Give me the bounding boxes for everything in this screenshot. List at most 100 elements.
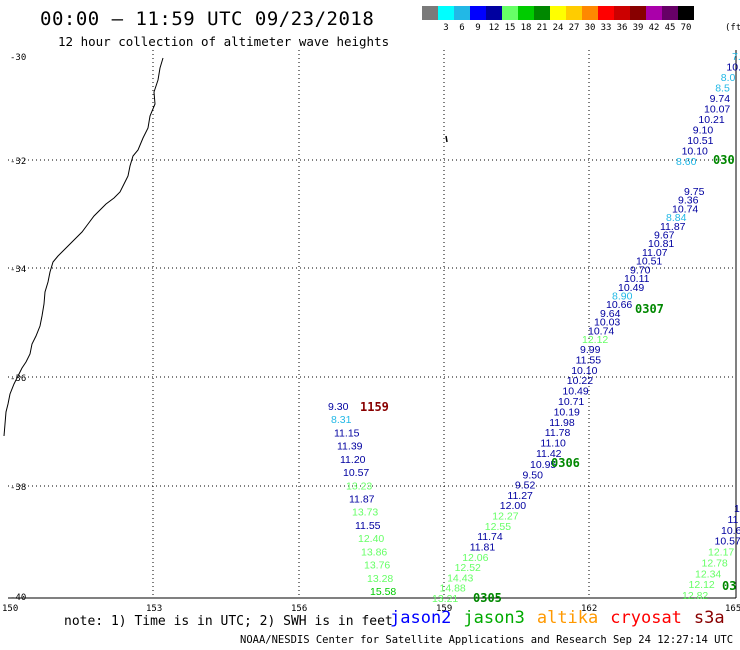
scale-swatch — [550, 6, 566, 20]
wave-height-label: 12.52 — [455, 562, 481, 574]
scale-label: 15 — [504, 23, 516, 33]
wave-height-label: 13.21 — [432, 593, 458, 605]
scale-swatch — [422, 6, 438, 20]
wave-height-label: 11.20 — [340, 454, 366, 466]
satellite-legend-item: altika — [536, 608, 599, 628]
wave-height-label: 9.50 — [523, 469, 544, 481]
track-time-label: 0307 — [635, 302, 664, 316]
lat-label: -36 — [10, 374, 26, 384]
wave-height-label: 10.74 — [672, 203, 698, 215]
wave-height-label: 10.51 — [687, 135, 713, 147]
lat-label: -34 — [10, 265, 26, 275]
scale-label: 9 — [475, 23, 481, 33]
lat-label: -40 — [10, 593, 26, 603]
wave-height-label: 10.57 — [715, 536, 740, 548]
wave-height-label: 10.21 — [698, 114, 724, 126]
wave-height-label: 12.82 — [682, 590, 708, 602]
satellite-tracks: 9.308.3111.1511.3911.2010.5713.2311.8713… — [328, 51, 740, 605]
wave-height-label: 10.57 — [343, 467, 369, 479]
wave-height-label: 9.99 — [580, 344, 601, 356]
scale-label: 27 — [568, 23, 580, 33]
scale-swatch — [646, 6, 662, 20]
scale-label: 70 — [680, 23, 692, 33]
wave-height-label: 10.49 — [562, 386, 588, 398]
wave-height-label: 10.03 — [594, 317, 620, 329]
wave-height-label: 8.0 — [721, 72, 736, 84]
wave-height-label: 7.8 — [732, 51, 740, 63]
wave-height-label: 9.74 — [710, 93, 731, 105]
wave-height-label: 10.71 — [558, 396, 584, 408]
wave-height-label: 11.78 — [545, 427, 571, 439]
wave-height-label: 9.64 — [600, 308, 621, 320]
wave-height-label: 11.81 — [470, 542, 496, 554]
scale-swatch — [566, 6, 582, 20]
scale-label: 3 — [443, 23, 449, 33]
wave-height-label: 12.55 — [485, 521, 511, 533]
wave-height-label: 10.66 — [606, 299, 632, 311]
wave-height-label: 12.34 — [695, 568, 721, 580]
wave-height-label: 10.74 — [588, 325, 614, 337]
page-subtitle: 12 hour collection of altimeter wave hei… — [58, 34, 390, 49]
wave-height-label: 13.73 — [352, 507, 378, 519]
scale-label — [422, 23, 438, 33]
lat-label: -38 — [10, 483, 26, 493]
page-title: 00:00 – 11:59 UTC 09/23/2018 — [40, 8, 375, 30]
scale-swatch — [678, 6, 694, 20]
lon-label: 150 — [2, 604, 18, 614]
scale-label: 36 — [616, 23, 628, 33]
wave-height-label: 12.12 — [689, 579, 715, 591]
lon-label: 156 — [291, 604, 307, 614]
wave-height-label: 10.81 — [648, 238, 674, 250]
wave-height-label: 11.55 — [355, 520, 381, 532]
scale-label: 18 — [520, 23, 532, 33]
wave-height-label: 9.10 — [693, 125, 714, 137]
wave-height-label: 11 — [728, 514, 739, 526]
wave-height-label: 8.60 — [676, 156, 697, 168]
satellite-legend-item: cryosat — [610, 608, 682, 628]
wave-height-label: 12.78 — [702, 557, 728, 569]
scale-swatch — [614, 6, 630, 20]
wave-height-label: 9.67 — [654, 230, 675, 242]
wave-height-label: 13.28 — [367, 573, 393, 585]
wave-height-label: 9.70 — [630, 264, 651, 276]
wave-height-label: 11.55 — [576, 354, 602, 366]
scale-label: 45 — [664, 23, 676, 33]
color-scale-labels: 3 6 9 12 15 18 21 24 27 30 33 36 39 42 45 70 — [422, 23, 694, 33]
wave-height-label: 12.12 — [582, 334, 608, 346]
wave-height-label: 10.19 — [554, 406, 580, 418]
scale-label: 24 — [552, 23, 564, 33]
wave-height-label: 13.76 — [364, 560, 390, 572]
wave-height-label: 11.98 — [549, 417, 575, 429]
lon-label: 153 — [146, 604, 162, 614]
wave-height-label: 10.10 — [571, 365, 597, 377]
wave-height-label: 11.27 — [507, 490, 533, 502]
scale-swatch — [582, 6, 598, 20]
track-time-label: 1159 — [360, 400, 389, 414]
scale-swatch — [630, 6, 646, 20]
wave-height-label: 10.95 — [530, 459, 556, 471]
wave-height-label: 11.10 — [540, 438, 566, 450]
lat-label: -32 — [10, 157, 26, 167]
wave-height-label: 9.52 — [515, 480, 536, 492]
wave-height-label: 10 — [734, 503, 740, 515]
wave-height-label: 11.39 — [337, 441, 363, 453]
color-scale-bar — [422, 6, 694, 20]
scale-swatch — [598, 6, 614, 20]
latitude-labels: -30 -32 -34 -36 -38 -40 — [10, 53, 26, 603]
wave-height-label: 10.51 — [636, 256, 662, 268]
scale-swatch — [518, 6, 534, 20]
island-marker — [445, 135, 448, 143]
footnote: note: 1) Time is in UTC; 2) SWH is in fe… — [64, 614, 393, 629]
track-time-label: 0305 — [473, 591, 502, 605]
scale-label: 12 — [488, 23, 500, 33]
track-time-label: 030 — [713, 153, 735, 167]
track-time-label: 03 — [722, 579, 736, 593]
wave-height-label: 10.22 — [567, 375, 593, 387]
wave-height-label: 13.86 — [361, 546, 387, 558]
wave-height-label: 10.49 — [618, 282, 644, 294]
scale-label: 6 — [459, 23, 465, 33]
scale-label: 39 — [632, 23, 644, 33]
scale-swatch — [502, 6, 518, 20]
